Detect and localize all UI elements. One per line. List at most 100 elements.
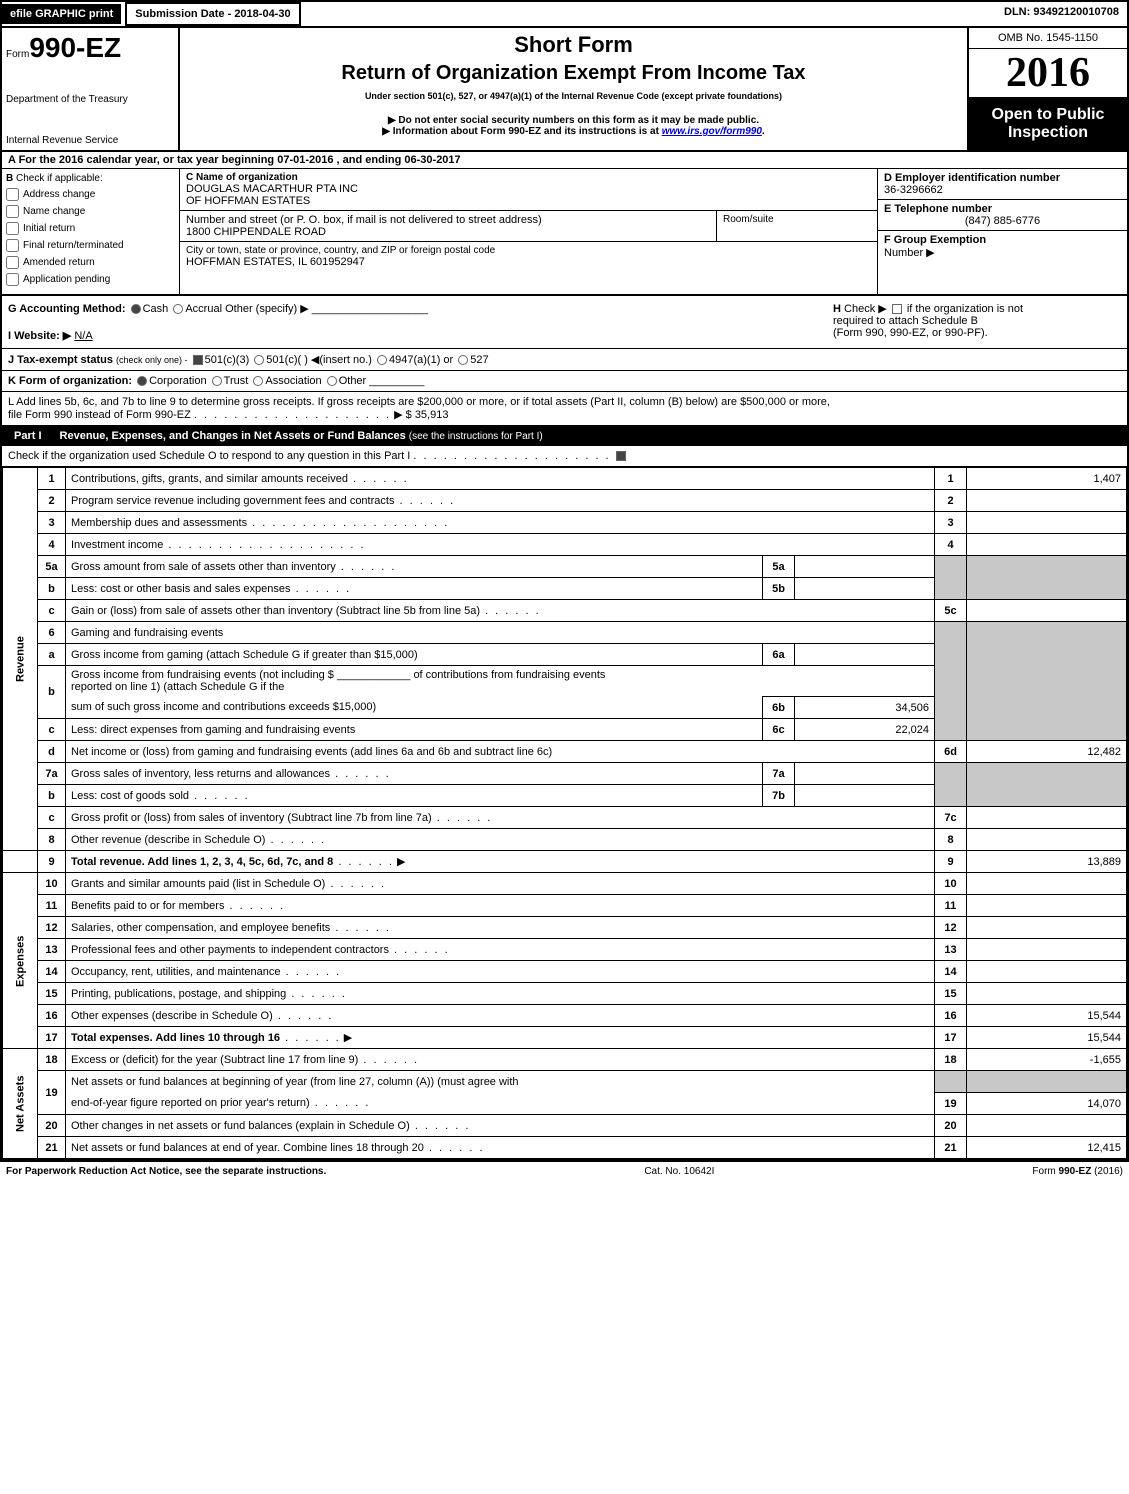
topbar-left: efile GRAPHIC print Submission Date - 20… (2, 2, 301, 26)
section-c: C Name of organization DOUGLAS MACARTHUR… (180, 169, 877, 294)
line-15-val (967, 983, 1127, 1005)
tax-year-begin: 07-01-2016 (277, 154, 333, 166)
line-4-num: 4 (38, 534, 66, 556)
line-10-num: 10 (38, 873, 66, 895)
cash-radio[interactable] (131, 304, 141, 314)
section-l: L Add lines 5b, 6c, and 7b to line 9 to … (2, 392, 1127, 426)
dept-treasury: Department of the Treasury (6, 94, 174, 105)
line-6-desc: Gaming and fundraising events (66, 622, 935, 644)
4947-radio[interactable] (377, 355, 387, 365)
address-block: B Check if applicable: Address change Na… (2, 169, 1127, 296)
line-19-val: 14,070 (967, 1093, 1127, 1115)
line-6a-midval (795, 644, 935, 666)
line-1-desc: Contributions, gifts, grants, and simila… (71, 473, 348, 485)
website-value: N/A (74, 330, 92, 342)
tax-year: 2016 (969, 49, 1127, 98)
irs-link[interactable]: www.irs.gov/form990 (662, 126, 762, 137)
line-6d-desc: Net income or (loss) from gaming and fun… (66, 741, 935, 763)
other-radio[interactable] (327, 376, 337, 386)
line-6b-midval: 34,506 (795, 697, 935, 719)
gray-7 (935, 763, 967, 807)
assoc-radio[interactable] (253, 376, 263, 386)
info-link-line: ▶ Information about Form 990-EZ and its … (184, 126, 963, 137)
line-21-rnum: 21 (935, 1137, 967, 1159)
check-applicable: Check if applicable: (16, 173, 103, 184)
h-checkbox[interactable] (892, 304, 902, 314)
527-label: 527 (470, 354, 488, 366)
header-mid: Short Form Return of Organization Exempt… (180, 28, 967, 150)
line-14-val (967, 961, 1127, 983)
line-10-rnum: 10 (935, 873, 967, 895)
open-line2: Inspection (977, 124, 1119, 142)
form-header: Form990-EZ Department of the Treasury In… (2, 28, 1127, 152)
h-label: H (833, 303, 841, 315)
line-18-val: -1,655 (967, 1049, 1127, 1071)
section-a-prefix: A For the 2016 calendar year, or tax yea… (8, 154, 277, 166)
line-14-desc: Occupancy, rent, utilities, and maintena… (71, 966, 281, 978)
efile-print-button[interactable]: efile GRAPHIC print (2, 4, 121, 24)
section-a-mid: , and ending (337, 154, 405, 166)
501c3-label: 501(c)(3) (205, 354, 250, 366)
line-6-num: 6 (38, 622, 66, 644)
section-k: K Form of organization: Corporation Trus… (2, 371, 1127, 392)
initial-return-label: Initial return (23, 223, 75, 234)
line-6d-val: 12,482 (967, 741, 1127, 763)
info-prefix: ▶ Information about Form 990-EZ and its … (382, 126, 661, 137)
phone-value: (847) 885-6776 (884, 215, 1121, 227)
address-change-label: Address change (23, 189, 95, 200)
final-return-checkbox[interactable] (6, 239, 19, 252)
amended-checkbox[interactable] (6, 256, 19, 269)
initial-return-checkbox[interactable] (6, 222, 19, 235)
name-change-checkbox[interactable] (6, 205, 19, 218)
line-16-desc: Other expenses (describe in Schedule O) (71, 1010, 273, 1022)
gray-6-val (967, 622, 1127, 741)
corp-radio[interactable] (137, 376, 147, 386)
corp-label: Corporation (149, 375, 206, 387)
line-11-rnum: 11 (935, 895, 967, 917)
501c-radio[interactable] (254, 355, 264, 365)
pending-checkbox[interactable] (6, 273, 19, 286)
line-9-val: 13,889 (967, 851, 1127, 873)
line-1-num: 1 (38, 468, 66, 490)
i-label: I Website: ▶ (8, 330, 71, 342)
footer-right-suffix: (2016) (1091, 1166, 1123, 1177)
address-change-checkbox[interactable] (6, 188, 19, 201)
irs-label: Internal Revenue Service (6, 135, 174, 146)
l-dots (194, 409, 391, 421)
line-8-desc: Other revenue (describe in Schedule O) (71, 834, 265, 846)
phone-label: E Telephone number (884, 203, 1121, 215)
line-8-val (967, 829, 1127, 851)
line-12-num: 12 (38, 917, 66, 939)
city-value: HOFFMAN ESTATES, IL 601952947 (186, 256, 871, 268)
line-5c-num: c (38, 600, 66, 622)
accrual-radio[interactable] (173, 304, 183, 314)
line-6b-desc2: of contributions from fundraising events (413, 669, 605, 681)
footer-left: For Paperwork Reduction Act Notice, see … (6, 1166, 326, 1177)
part-1-desc: Revenue, Expenses, and Changes in Net As… (60, 430, 406, 442)
trust-radio[interactable] (212, 376, 222, 386)
line-4-rnum: 4 (935, 534, 967, 556)
form-number: 990-EZ (29, 32, 121, 63)
schedule-o-checkbox[interactable] (616, 451, 626, 461)
schedule-o-check-text: Check if the organization used Schedule … (8, 450, 410, 462)
revenue-sidelabel: Revenue (3, 468, 38, 851)
line-13-desc: Professional fees and other payments to … (71, 944, 389, 956)
line-7c-desc: Gross profit or (loss) from sales of inv… (71, 812, 432, 824)
line-12-val (967, 917, 1127, 939)
line-7b-midval (795, 785, 935, 807)
line-15-rnum: 15 (935, 983, 967, 1005)
dln-label: DLN: 93492120010708 (996, 2, 1127, 26)
amended-label: Amended return (23, 257, 95, 268)
501c3-checkbox[interactable] (193, 355, 203, 365)
header-right: OMB No. 1545-1150 2016 Open to Public In… (967, 28, 1127, 150)
line-17-num: 17 (38, 1027, 66, 1049)
527-radio[interactable] (458, 355, 468, 365)
line-18-rnum: 18 (935, 1049, 967, 1071)
name-change-label: Name change (23, 206, 85, 217)
line-21-desc: Net assets or fund balances at end of ye… (71, 1142, 424, 1154)
501c-label: 501(c)( ) ◀(insert no.) (266, 354, 372, 366)
j-sub: (check only one) - (116, 355, 188, 365)
line-13-num: 13 (38, 939, 66, 961)
line-15-num: 15 (38, 983, 66, 1005)
line-5b-midval (795, 578, 935, 600)
